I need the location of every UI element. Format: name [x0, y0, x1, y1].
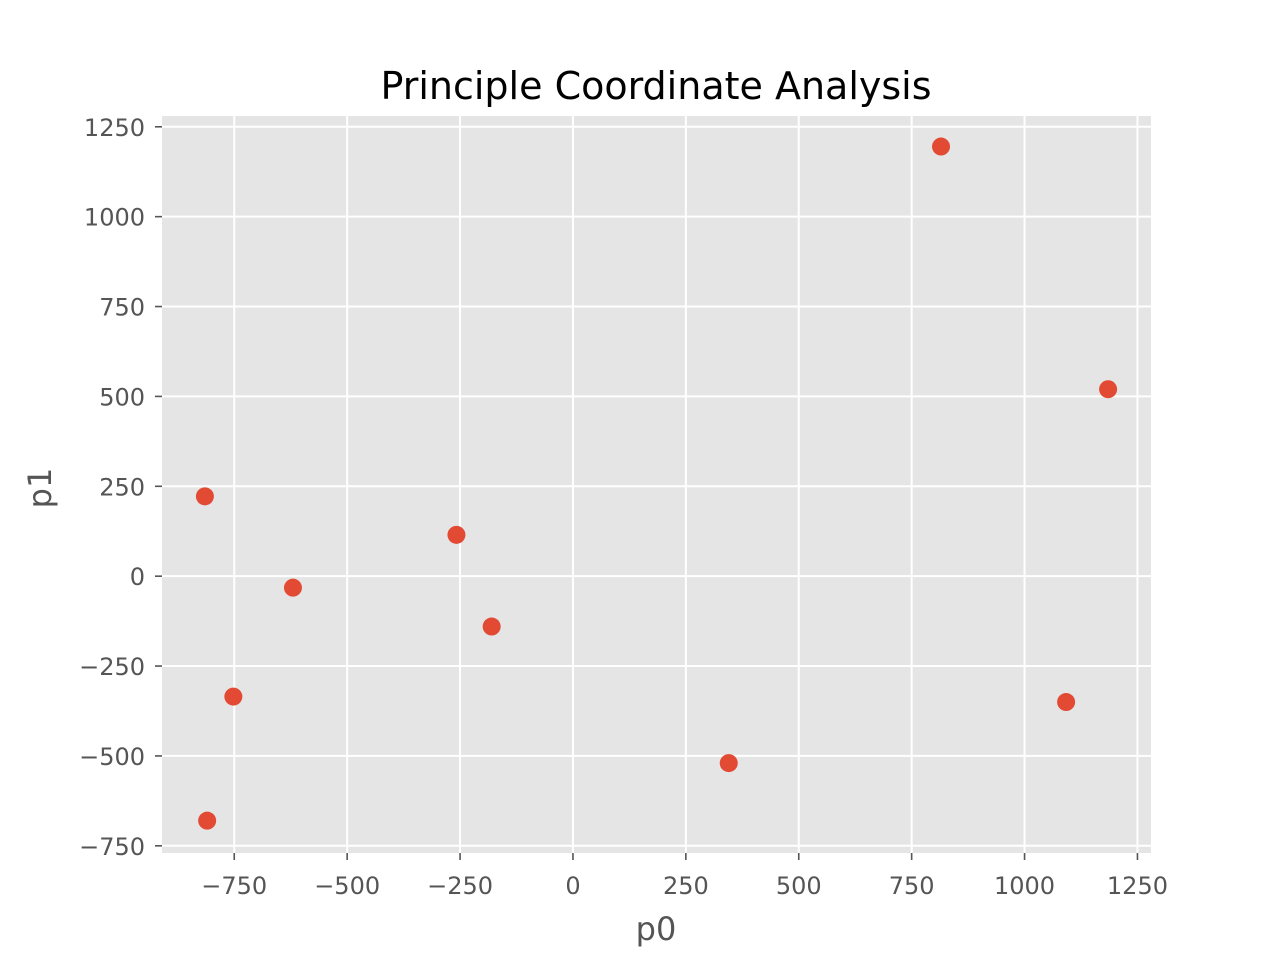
y-tick-label: 0 [130, 563, 145, 591]
data-point [1057, 693, 1076, 712]
x-tick-label: 750 [889, 872, 935, 900]
x-tick-label: 500 [776, 872, 822, 900]
data-point [482, 617, 501, 636]
ticks: −750 −500 −250 0 250 500 750 1000 1250 −750 −500 −2… [79, 114, 1168, 900]
x-tick-label: 1250 [1107, 872, 1168, 900]
y-tick-label: 750 [99, 294, 145, 322]
y-tick-label: −500 [79, 743, 145, 771]
data-points [195, 137, 1118, 830]
x-tick-label: 1000 [994, 872, 1055, 900]
data-point [195, 487, 214, 506]
data-point [198, 811, 217, 830]
x-axis-label: p0 [636, 910, 677, 948]
data-point [719, 754, 738, 773]
data-point [224, 687, 243, 706]
chart-title: Principle Coordinate Analysis [380, 64, 931, 108]
y-tick-label: 1250 [84, 114, 145, 142]
grid [162, 116, 1151, 853]
x-tick-label: 0 [565, 872, 580, 900]
y-axis-label: p1 [21, 468, 59, 509]
x-tick-label: 250 [663, 872, 709, 900]
x-tick-label: −500 [314, 872, 380, 900]
y-tick-label: 500 [99, 383, 145, 411]
y-tick-label: −250 [79, 653, 145, 681]
x-tick-label: −750 [201, 872, 267, 900]
data-point [283, 578, 302, 597]
y-tick-label: 1000 [84, 204, 145, 232]
y-tick-label: 250 [99, 473, 145, 501]
data-point [1099, 380, 1118, 399]
y-tick-label: −750 [79, 833, 145, 861]
x-tick-label: −250 [427, 872, 493, 900]
plot-area [162, 116, 1151, 853]
data-point [932, 137, 951, 156]
data-point [447, 525, 466, 544]
